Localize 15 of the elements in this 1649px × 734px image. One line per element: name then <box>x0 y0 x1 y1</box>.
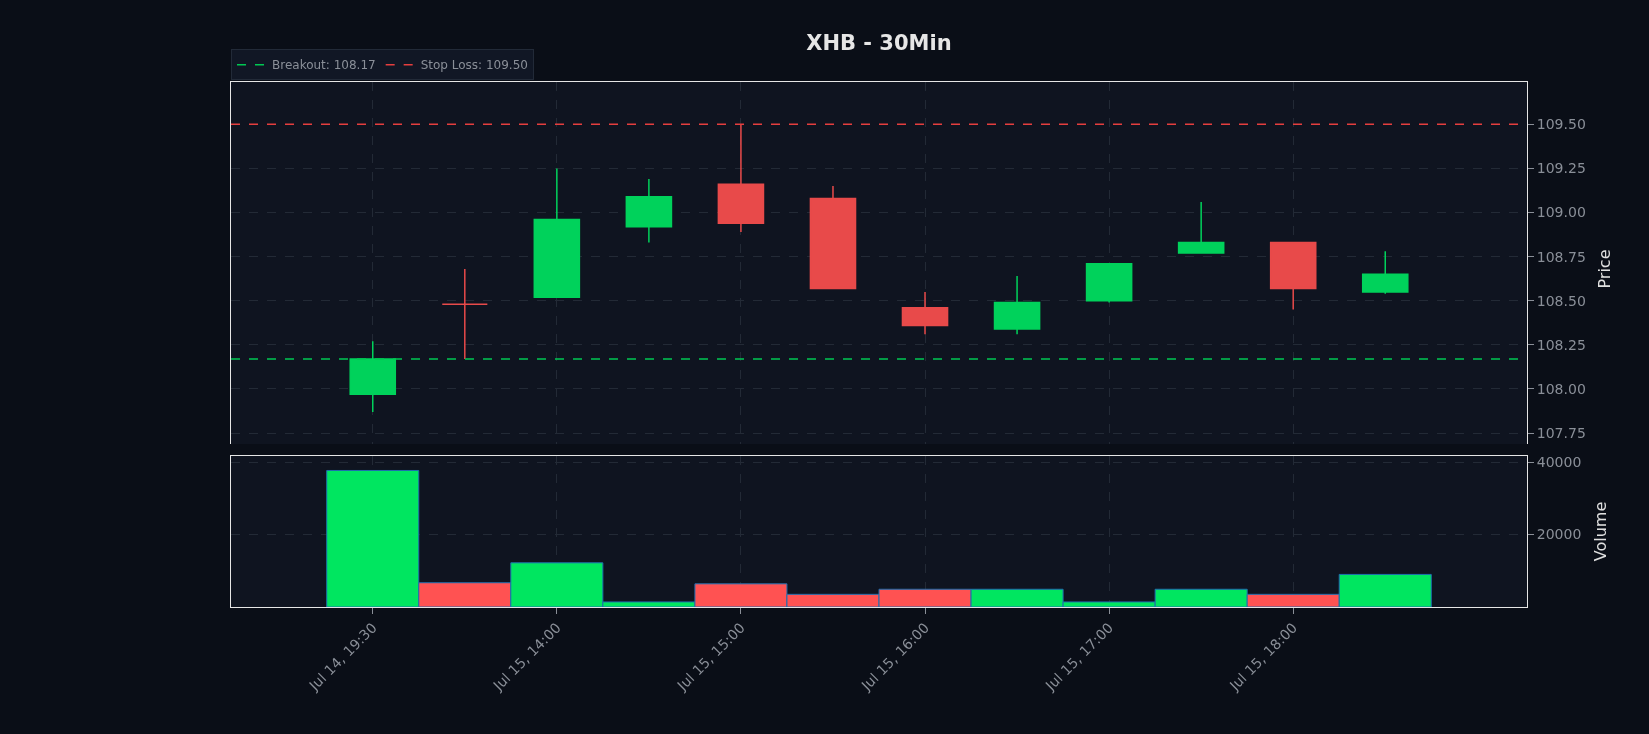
y-tick-label: 108.00 <box>1536 380 1586 397</box>
y-tick-label: 40000 <box>1536 454 1582 471</box>
legend-label: Breakout: 108.17 <box>272 58 376 73</box>
y-tick-label: 108.25 <box>1536 336 1586 353</box>
y-axis-title: Price <box>1595 249 1615 289</box>
y-tick-label: 107.75 <box>1536 424 1586 441</box>
legend-label: Stop Loss: 109.50 <box>420 58 528 73</box>
chart-title: XHB - 30Min <box>806 31 952 56</box>
y-tick-label: 109.25 <box>1536 160 1586 177</box>
y-tick-label: 108.75 <box>1536 248 1586 265</box>
y-tick-label: 108.50 <box>1536 292 1586 309</box>
y-tick-label: 109.00 <box>1536 204 1586 221</box>
y-axis-title: Volume <box>1591 501 1611 562</box>
y-tick-label: 109.50 <box>1536 116 1586 133</box>
y-tick-label: 20000 <box>1536 526 1582 543</box>
